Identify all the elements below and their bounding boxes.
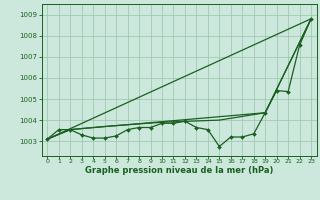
X-axis label: Graphe pression niveau de la mer (hPa): Graphe pression niveau de la mer (hPa) [85, 166, 273, 175]
